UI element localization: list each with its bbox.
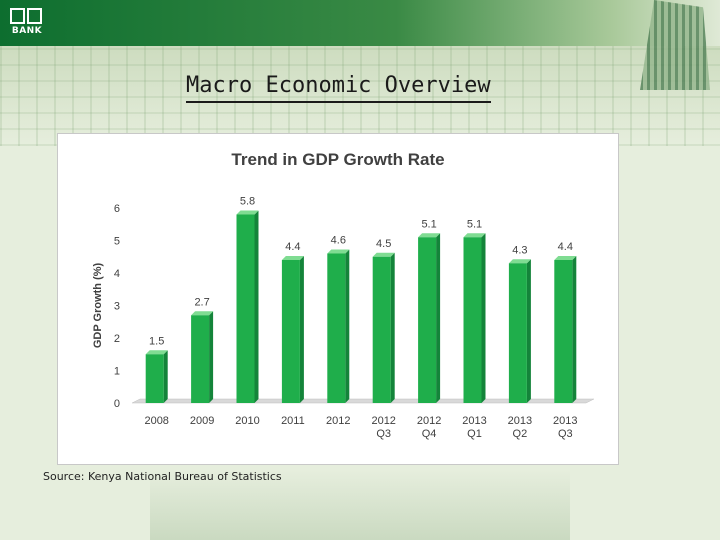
- bar-top: [236, 210, 259, 215]
- bank-logo: BANK: [10, 8, 44, 40]
- x-tick-label: 2008: [144, 415, 168, 427]
- bar-side: [526, 259, 531, 403]
- bar: [463, 237, 482, 403]
- x-tick-label: 2010: [235, 415, 259, 427]
- bar: [281, 260, 300, 403]
- bar: [327, 253, 346, 403]
- chart-title: Trend in GDP Growth Rate: [231, 150, 444, 169]
- x-tick-label: Q2: [513, 428, 528, 440]
- y-tick-label: 4: [114, 268, 120, 280]
- data-label: 4.4: [558, 241, 573, 253]
- bar-side: [254, 210, 259, 403]
- bar-top: [418, 233, 441, 238]
- data-label: 4.3: [512, 244, 527, 256]
- bar-top: [327, 249, 350, 254]
- bar-top: [191, 311, 214, 316]
- bar: [191, 315, 210, 403]
- bar: [372, 256, 391, 403]
- bar-top: [554, 256, 577, 260]
- bar: [236, 214, 255, 403]
- data-label: 4.4: [285, 241, 300, 253]
- logo-mark-right: [27, 8, 42, 24]
- bar-side: [481, 233, 486, 403]
- y-tick-label: 1: [114, 366, 120, 378]
- slide-title: Macro Economic Overview: [186, 72, 491, 103]
- y-tick-label: 3: [114, 301, 120, 313]
- data-label: 5.1: [467, 218, 482, 230]
- data-label: 5.1: [421, 218, 436, 230]
- x-tick-label: 2009: [190, 415, 214, 427]
- x-tick-label: 2012: [417, 415, 441, 427]
- x-tick-label: Q4: [422, 428, 437, 440]
- y-tick-label: 2: [114, 333, 120, 345]
- x-tick-label: 2012: [371, 415, 395, 427]
- building-image: [640, 0, 710, 90]
- data-label: 4.6: [331, 235, 346, 247]
- bar-side: [299, 256, 304, 403]
- data-label: 5.8: [240, 196, 255, 208]
- bar: [508, 263, 527, 403]
- bar-side: [209, 311, 214, 403]
- x-tick-label: 2013: [508, 415, 532, 427]
- bar-side: [572, 256, 577, 403]
- x-tick-label: Q3: [558, 428, 573, 440]
- x-tick-label: 2011: [281, 415, 305, 427]
- bar-top: [145, 350, 168, 355]
- chart-panel: Trend in GDP Growth Rate GDP Growth (%) 0 1…: [57, 133, 619, 465]
- background-building-base: [150, 470, 570, 540]
- x-tick-label: 2013: [462, 415, 486, 427]
- bar-top: [508, 259, 531, 264]
- bar: [418, 237, 437, 403]
- logo-mark-left: [10, 8, 25, 24]
- logo-text: BANK: [11, 26, 43, 36]
- y-tick-label: 6: [114, 203, 120, 215]
- background-pattern: [0, 46, 720, 146]
- bar-top: [281, 256, 304, 260]
- data-label: 1.5: [149, 335, 164, 347]
- x-tick-label: 2013: [553, 415, 577, 427]
- y-tick-label: 5: [114, 236, 120, 248]
- bar-top: [372, 252, 395, 257]
- bar-side: [390, 252, 395, 403]
- data-label: 2.7: [194, 296, 209, 308]
- data-label: 4.5: [376, 238, 391, 250]
- x-tick-label: Q3: [376, 428, 391, 440]
- bar: [554, 260, 573, 403]
- x-tick-label: Q1: [467, 428, 482, 440]
- y-axis-label: GDP Growth (%): [92, 262, 104, 348]
- header-banner: [0, 0, 720, 46]
- bar-top: [463, 233, 486, 238]
- x-tick-label: 2012: [326, 415, 350, 427]
- source-note: Source: Kenya National Bureau of Statist…: [43, 470, 282, 483]
- bar-side: [345, 249, 350, 403]
- gdp-growth-chart: Trend in GDP Growth Rate GDP Growth (%) 0 1…: [92, 150, 595, 440]
- bar-side: [163, 350, 168, 403]
- bar: [145, 354, 164, 403]
- bar-side: [436, 233, 441, 403]
- y-tick-label: 0: [114, 398, 120, 410]
